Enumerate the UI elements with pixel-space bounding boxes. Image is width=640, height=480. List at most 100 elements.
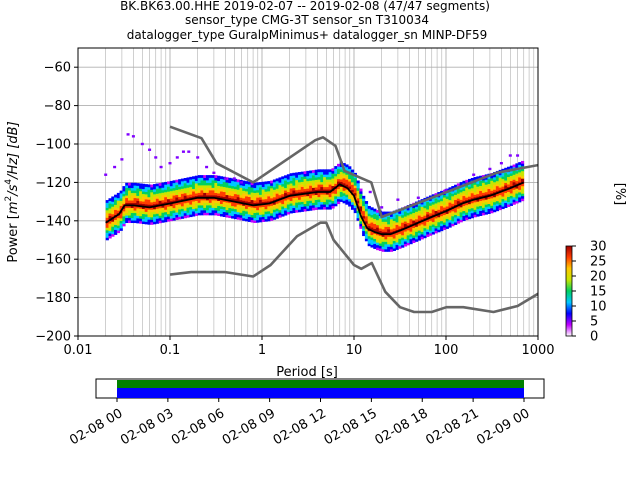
psd-cell bbox=[409, 221, 413, 225]
psd-cell bbox=[247, 214, 252, 217]
psd-cell bbox=[426, 214, 430, 217]
psd-cell bbox=[183, 207, 187, 211]
psd-cell bbox=[155, 188, 160, 192]
psd-cell bbox=[256, 189, 260, 193]
psd-cell bbox=[286, 199, 291, 203]
psd-cell bbox=[417, 202, 422, 206]
psd-cell bbox=[183, 187, 187, 191]
psd-cell bbox=[353, 187, 357, 191]
psd-cell bbox=[370, 207, 374, 211]
psd-cell bbox=[114, 224, 118, 228]
psd-cell bbox=[233, 203, 238, 207]
psd-cell bbox=[284, 207, 288, 211]
psd-cell bbox=[426, 201, 430, 205]
psd-cell bbox=[325, 174, 330, 178]
psd-cell bbox=[200, 212, 204, 216]
psd-cell bbox=[169, 200, 173, 204]
psd-cell bbox=[331, 198, 335, 202]
y-tick-label: −160 bbox=[35, 253, 71, 268]
x-tick-label: 0.1 bbox=[160, 343, 181, 358]
psd-cell bbox=[473, 209, 477, 213]
psd-cell bbox=[456, 220, 461, 224]
psd-cell bbox=[518, 179, 522, 183]
psd-cell bbox=[197, 205, 201, 208]
psd-cell bbox=[233, 178, 238, 182]
psd-cell bbox=[412, 217, 416, 221]
psd-cell bbox=[437, 214, 441, 218]
psd-cell bbox=[337, 178, 341, 182]
psd-cell bbox=[281, 198, 285, 202]
psd-cell bbox=[189, 204, 193, 208]
psd-cell bbox=[437, 224, 441, 228]
psd-cell bbox=[342, 175, 346, 179]
psd-cell bbox=[114, 202, 118, 205]
psd-cell bbox=[197, 175, 201, 178]
psd-cell bbox=[203, 202, 207, 206]
psd-cell bbox=[518, 162, 522, 165]
psd-cell bbox=[236, 186, 240, 190]
psd-cell bbox=[122, 218, 126, 222]
psd-cell bbox=[158, 187, 162, 191]
psd-outlier-cell bbox=[131, 135, 135, 138]
psd-cell bbox=[378, 245, 383, 249]
psd-cell bbox=[175, 204, 179, 208]
psd-cell bbox=[412, 205, 416, 209]
psd-cell bbox=[292, 202, 296, 206]
psd-cell bbox=[245, 183, 249, 187]
psd-cell bbox=[384, 231, 388, 235]
psd-cell bbox=[178, 179, 182, 182]
psd-outlier-cell bbox=[472, 173, 476, 176]
psd-cell bbox=[247, 216, 252, 220]
psd-cell bbox=[359, 198, 363, 202]
psd-cell bbox=[451, 203, 455, 207]
psd-cell bbox=[292, 205, 296, 209]
psd-cell bbox=[111, 233, 115, 237]
psd-cell bbox=[233, 208, 238, 212]
psd-cell bbox=[370, 217, 374, 221]
psd-cell bbox=[125, 190, 129, 194]
psd-cell bbox=[479, 188, 483, 192]
psd-cell bbox=[211, 187, 215, 191]
psd-cell bbox=[440, 218, 444, 222]
psd-cell bbox=[278, 194, 282, 198]
psd-cell bbox=[389, 219, 394, 222]
psd-cell bbox=[387, 246, 391, 250]
psd-cell bbox=[395, 224, 399, 228]
psd-cell bbox=[125, 187, 129, 191]
psd-cell bbox=[317, 176, 321, 180]
psd-cell bbox=[470, 207, 474, 211]
psd-cell bbox=[281, 186, 285, 190]
psd-cell bbox=[373, 213, 377, 217]
psd-cell bbox=[431, 201, 435, 205]
psd-cell bbox=[186, 197, 190, 201]
psd-cell bbox=[520, 188, 525, 192]
psd-cell bbox=[258, 219, 263, 223]
psd-cell bbox=[267, 211, 271, 214]
psd-cell bbox=[323, 169, 327, 173]
psd-cell bbox=[161, 187, 165, 191]
psd-cell bbox=[158, 212, 162, 216]
psd-cell bbox=[320, 196, 324, 200]
psd-cell bbox=[297, 199, 302, 203]
psd-cell bbox=[300, 171, 304, 175]
psd-outlier-cell bbox=[168, 162, 172, 165]
psd-cell bbox=[359, 221, 363, 224]
psd-cell bbox=[331, 168, 335, 172]
psd-cell bbox=[373, 208, 377, 212]
psd-cell bbox=[108, 198, 112, 202]
psd-cell bbox=[440, 220, 444, 224]
psd-cell bbox=[420, 216, 424, 220]
psd-cell bbox=[114, 209, 118, 213]
chart-title: BK.BK63.00.HHE 2019-02-07 -- 2019-02-08 … bbox=[120, 0, 490, 42]
psd-cell bbox=[127, 212, 132, 216]
psd-cell bbox=[331, 205, 335, 209]
psd-cell bbox=[428, 200, 433, 204]
psd-cell bbox=[403, 208, 408, 212]
colorbar-tick-label: 20 bbox=[590, 270, 607, 285]
psd-cell bbox=[130, 197, 134, 201]
psd-cell bbox=[194, 185, 199, 189]
psd-cell bbox=[297, 172, 302, 175]
psd-cell bbox=[264, 198, 268, 202]
psd-cell bbox=[331, 203, 335, 207]
psd-cell bbox=[116, 225, 121, 229]
